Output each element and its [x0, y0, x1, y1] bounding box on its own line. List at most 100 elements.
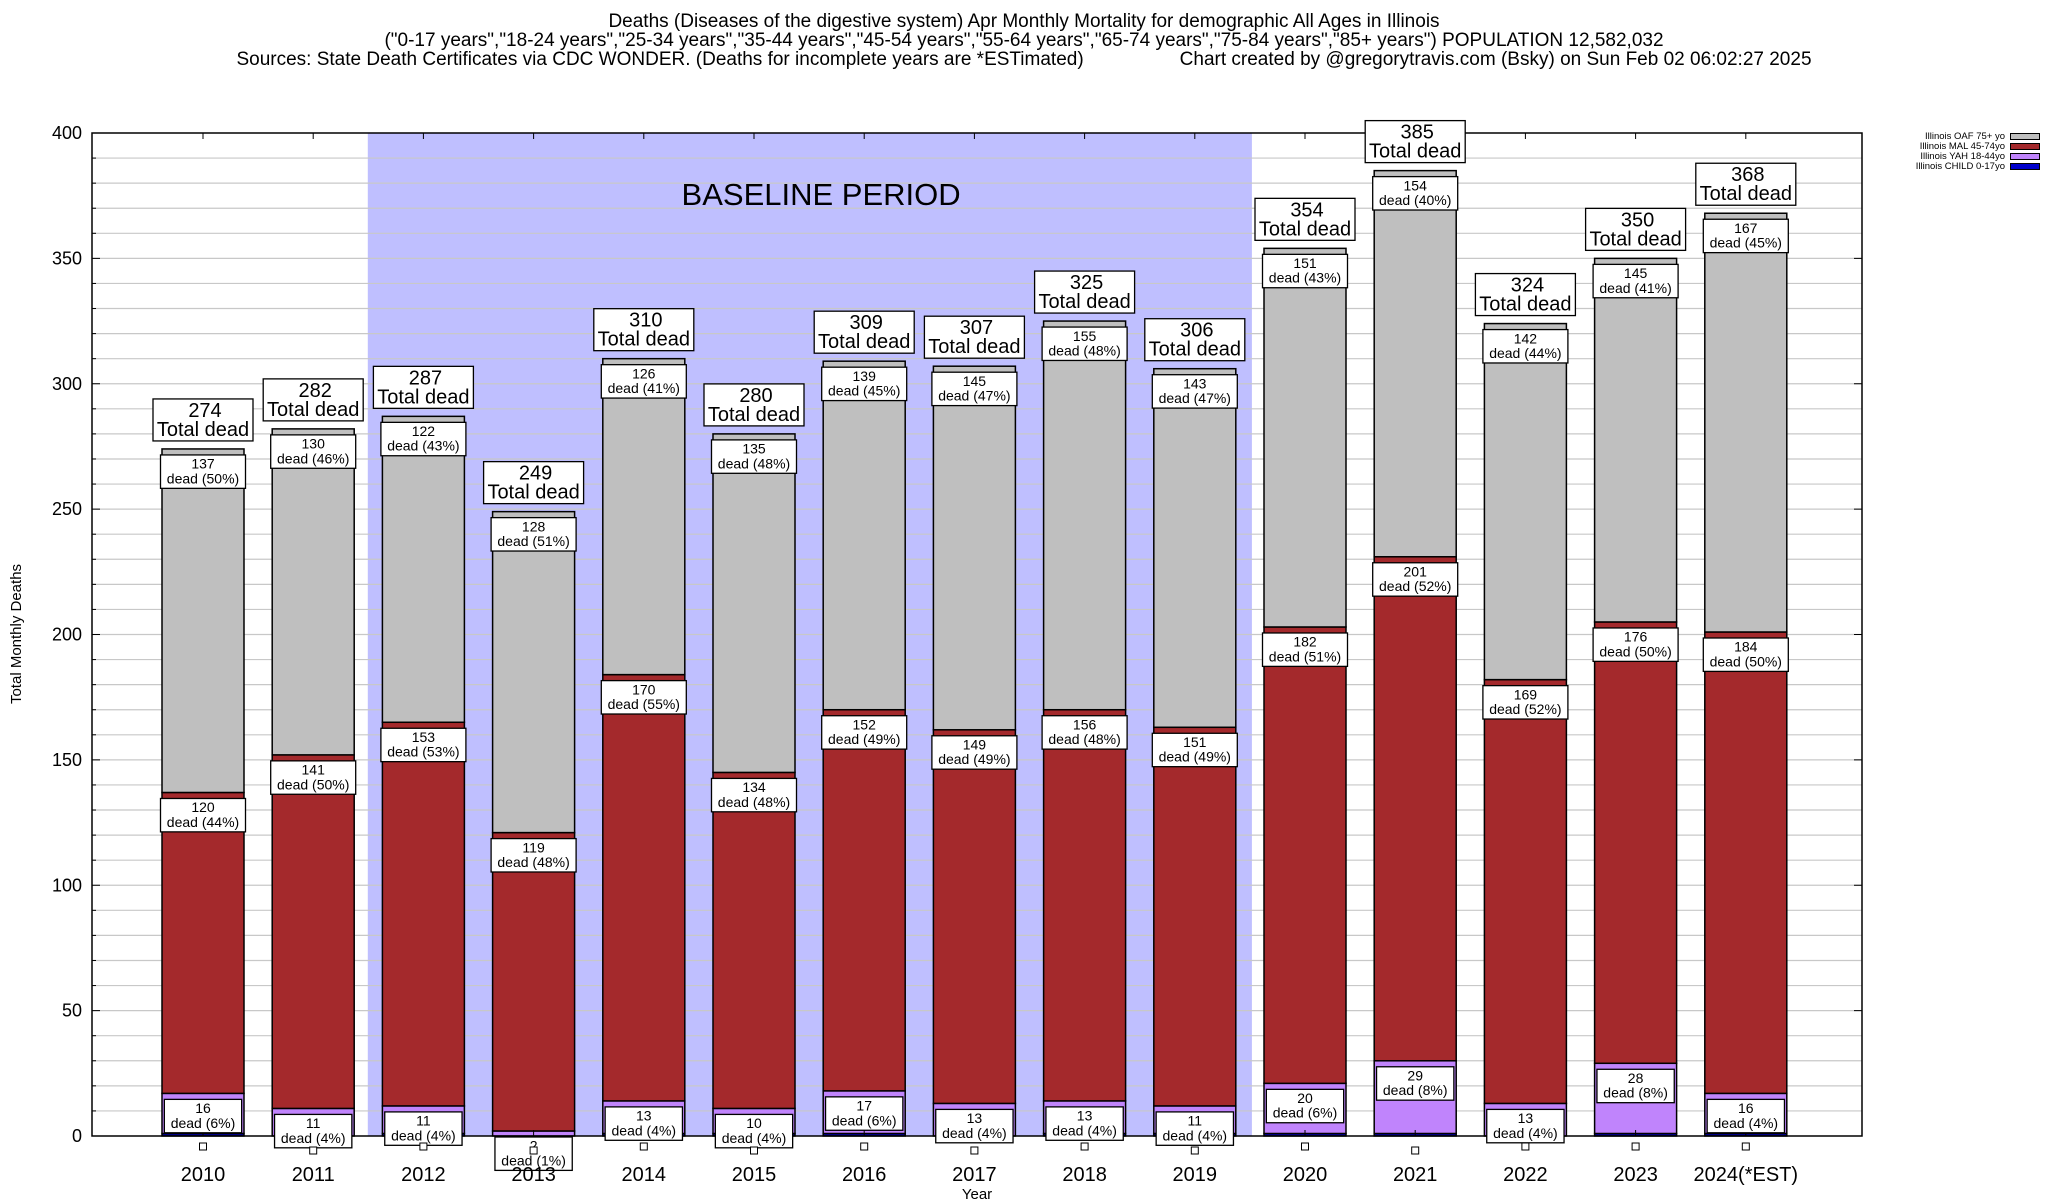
segment-label-text: dead (44%): [1489, 345, 1561, 361]
segment-label-text: 142: [1514, 330, 1538, 346]
total-label-text: Total dead: [157, 419, 249, 441]
segment-label-text: dead (4%): [942, 1125, 1007, 1141]
segment-label-box: [159, 797, 247, 833]
segment-label-text: 137: [191, 456, 215, 472]
bar-oaf-segment: [381, 415, 466, 724]
segment-label-text: dead (50%): [1710, 653, 1782, 669]
total-label-value: 306: [1180, 320, 1213, 342]
segment-label-box: [1375, 1066, 1455, 1101]
segment-label-text: dead (46%): [277, 450, 349, 466]
segment-label-text: dead (48%): [718, 455, 790, 471]
segment-label-text: dead (8%): [1603, 1085, 1668, 1101]
child-value-marker: [1411, 1146, 1420, 1155]
segment-label-text: dead (6%): [832, 1112, 897, 1128]
segment-label-text: 120: [191, 799, 215, 815]
total-label-value: 354: [1290, 199, 1323, 221]
segment-label-box: [270, 760, 357, 795]
total-label-text: Total dead: [377, 386, 469, 408]
segment-label-box: [490, 516, 577, 552]
legend-item: Illinois MAL 45-74yo: [1880, 141, 2040, 152]
y-tick-label: 50: [62, 1001, 82, 1021]
total-label-text: Total dead: [818, 331, 910, 353]
segment-label-text: 141: [302, 762, 326, 778]
bar-mal-segment: [161, 791, 245, 1095]
segment-label-text: dead (48%): [718, 794, 790, 810]
segment-label-box: [270, 434, 357, 469]
total-label-text: Total dead: [487, 482, 579, 504]
segment-label-box: [1592, 627, 1679, 663]
segment-label-text: 2: [530, 1138, 538, 1154]
child-value-marker: [750, 1146, 758, 1155]
segment-label-box: [380, 421, 467, 457]
total-label-box: [1254, 197, 1356, 241]
total-label-box: [703, 383, 805, 427]
bar-mal-segment: [602, 673, 686, 1102]
segment-label-text: 13: [636, 1108, 652, 1124]
x-tick-label: 2010: [181, 1164, 226, 1186]
total-label-box: [1364, 119, 1466, 164]
segment-label-text: dead (41%): [608, 380, 680, 396]
segment-label-box: [931, 371, 1018, 407]
child-value-marker: [970, 1146, 979, 1155]
legend-label: Illinois CHILD 0-17yo: [1915, 160, 2005, 172]
legend-swatch: [2010, 152, 2040, 160]
total-label-value: 310: [629, 310, 662, 332]
segment-label-text: dead (6%): [171, 1115, 236, 1131]
total-label-box: [813, 310, 915, 354]
total-label-value: 325: [1070, 272, 1103, 294]
segment-label-box: [931, 735, 1018, 770]
bar-mal-segment: [271, 754, 355, 1110]
y-tick-label: 200: [52, 625, 82, 645]
bar-mal-segment: [1153, 726, 1237, 1107]
segment-label-text: 11: [1188, 1113, 1203, 1129]
segment-label-box: [1482, 328, 1569, 364]
legend-swatch: [2010, 142, 2040, 150]
segment-label-text: 13: [967, 1110, 983, 1126]
bar-mal-segment: [932, 729, 1017, 1105]
total-label-value: 307: [960, 317, 993, 339]
segment-label-box: [1486, 1108, 1565, 1144]
segment-label-text: dead (49%): [1159, 749, 1231, 765]
legend-item: Illinois CHILD 0-17yo: [1880, 160, 2040, 172]
segment-label-text: 156: [1073, 716, 1097, 732]
chart-source-line: Sources: State Death Certificates via CD…: [0, 50, 2048, 69]
segment-label-text: 29: [1407, 1067, 1423, 1083]
segment-label-box: [1596, 1068, 1675, 1104]
segment-label-text: 17: [856, 1098, 872, 1114]
segment-label-box: [600, 364, 687, 399]
total-label-box: [262, 378, 364, 422]
segment-label-text: dead (1%): [501, 1152, 566, 1168]
source-text: Sources: State Death Certificates via CD…: [236, 49, 1084, 70]
segment-label-text: dead (44%): [167, 814, 239, 830]
segment-label-text: dead (48%): [497, 854, 569, 870]
bar-oaf-segment: [1373, 169, 1457, 558]
segment-label-text: 126: [632, 365, 656, 381]
child-value-marker: [1741, 1142, 1750, 1151]
legend-swatch: [2010, 162, 2040, 170]
segment-label-text: dead (4%): [281, 1130, 346, 1146]
total-label-box: [1474, 272, 1577, 317]
child-value-marker: [1631, 1142, 1640, 1151]
segment-label-text: 119: [522, 839, 545, 855]
segment-label-text: dead (4%): [1163, 1127, 1228, 1143]
y-tick-label: 400: [52, 123, 82, 143]
segment-label-text: dead (50%): [167, 470, 239, 486]
child-value-marker: [639, 1142, 648, 1151]
segment-label-text: 11: [416, 1113, 431, 1129]
total-label-value: 274: [188, 400, 221, 422]
y-tick-label: 350: [52, 248, 82, 268]
segment-label-text: dead (53%): [387, 744, 459, 760]
total-label-value: 350: [1621, 209, 1654, 231]
total-label-value: 368: [1731, 164, 1764, 186]
segment-label-text: 16: [195, 1100, 211, 1116]
segment-label-box: [490, 837, 577, 873]
bar-mal-segment: [822, 708, 906, 1092]
total-label-value: 309: [850, 312, 883, 334]
bar-oaf-segment: [1153, 367, 1237, 729]
segment-label-text: 169: [1514, 686, 1538, 702]
y-tick-label: 100: [52, 875, 82, 895]
total-label-box: [1584, 207, 1687, 252]
segment-label-text: 130: [302, 436, 326, 452]
segment-label-text: dead (8%): [1383, 1082, 1448, 1098]
segment-label-text: 182: [1293, 634, 1317, 650]
